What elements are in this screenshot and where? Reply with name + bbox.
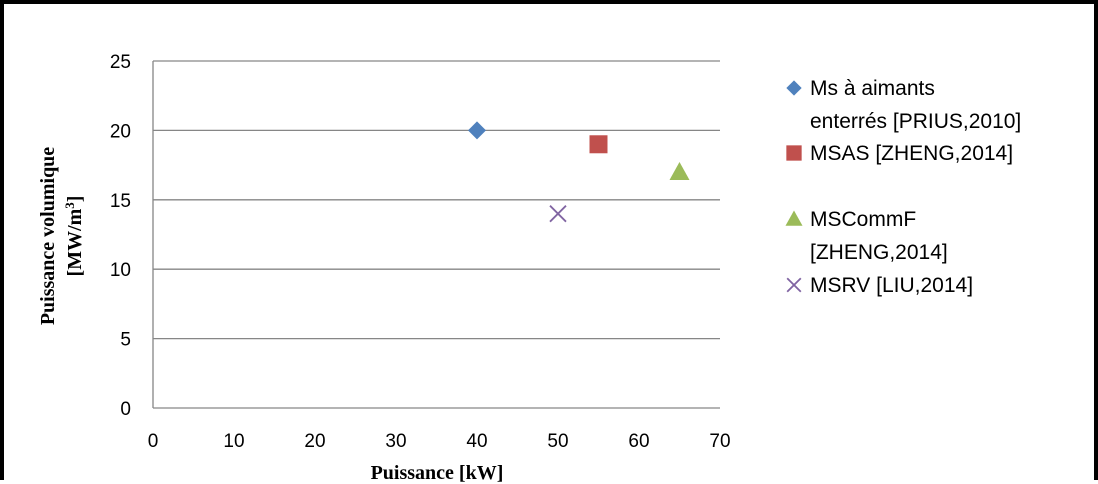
data-point-x-0 bbox=[549, 205, 567, 223]
y-tick-label-25: 25 bbox=[110, 52, 131, 73]
y-tick-label-0: 0 bbox=[120, 399, 131, 420]
legend-entry-2: MSCommF [ZHENG,2014] bbox=[785, 208, 948, 264]
x-tick-label-30: 30 bbox=[385, 431, 406, 452]
legend-entry-1: MSAS [ZHENG,2014] bbox=[786, 142, 1013, 165]
x-tick-label-0: 0 bbox=[148, 431, 159, 452]
data-point-diamond-0 bbox=[468, 121, 486, 140]
x-tick-label-70: 70 bbox=[709, 431, 730, 452]
legend-label-2-line-1: [ZHENG,2014] bbox=[810, 241, 948, 264]
scatter-chart: 0 5 10 15 20 25 0 10 20 30 40 50 60 70 Puissance [kW]… bbox=[37, 52, 1021, 484]
x-tick-label-40: 40 bbox=[466, 431, 487, 452]
data-point-x-0-stroke-b bbox=[549, 205, 567, 223]
legend: Ms à aimants enterrés [PRIUS,2010] MSAS [Z… bbox=[785, 77, 1021, 297]
legend-marker-diamond bbox=[786, 80, 802, 96]
y-tick-label-5: 5 bbox=[120, 330, 131, 351]
legend-label-3-line-0: MSRV [LIU,2014] bbox=[810, 274, 973, 297]
data-points bbox=[468, 121, 690, 223]
legend-marker-square bbox=[786, 145, 802, 161]
x-tick-label-60: 60 bbox=[628, 431, 649, 452]
x-axis-title: Puissance [kW] bbox=[371, 462, 504, 484]
legend-entry-0: Ms à aimants enterrés [PRIUS,2010] bbox=[786, 77, 1021, 133]
y-axis-title-line1: Puissance volumique bbox=[37, 147, 59, 325]
y-axis-title: Puissance volumique bbox=[37, 147, 59, 325]
x-tick-label-50: 50 bbox=[547, 431, 568, 452]
data-point-triangle-0 bbox=[669, 162, 690, 181]
y-axis-unit-superscript: 3 bbox=[62, 202, 77, 209]
legend-marker-x-stroke-b bbox=[786, 277, 802, 293]
legend-label-0-line-1: enterrés [PRIUS,2010] bbox=[810, 110, 1021, 133]
legend-marker-triangle bbox=[785, 210, 803, 226]
y-tick-label-20: 20 bbox=[110, 121, 131, 142]
legend-label-0-line-0: Ms à aimants bbox=[810, 77, 935, 100]
legend-marker-x bbox=[786, 277, 802, 293]
y-tick-label-10: 10 bbox=[110, 260, 131, 281]
legend-entry-3: MSRV [LIU,2014] bbox=[786, 274, 973, 297]
y-axis-unit-close: ] bbox=[64, 196, 86, 203]
tick-labels: 0 5 10 15 20 25 0 10 20 30 40 50 60 70 bbox=[110, 52, 731, 452]
legend-label-1-line-0: MSAS [ZHENG,2014] bbox=[810, 142, 1013, 165]
y-axis-title-unit: [MW/m3] bbox=[62, 196, 87, 277]
axes bbox=[152, 61, 720, 409]
x-tick-label-10: 10 bbox=[223, 431, 244, 452]
y-tick-label-15: 15 bbox=[110, 191, 131, 212]
data-point-square-0 bbox=[589, 135, 608, 154]
legend-label-2-line-0: MSCommF bbox=[810, 208, 916, 231]
x-tick-label-20: 20 bbox=[304, 431, 325, 452]
y-axis-unit-text: [MW/m bbox=[64, 208, 86, 276]
grid-lines bbox=[153, 60, 720, 340]
